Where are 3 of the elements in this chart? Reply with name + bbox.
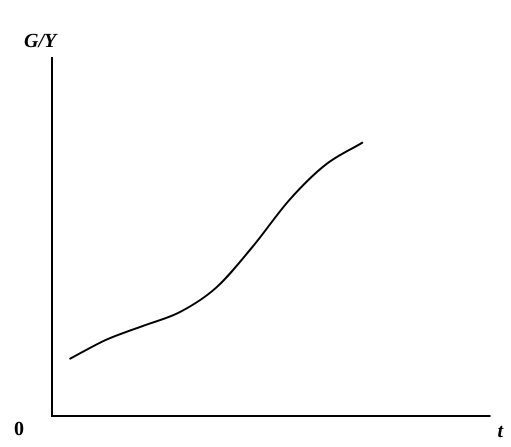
text: 0 (14, 418, 24, 441)
y-axis-title: G/Y (24, 30, 56, 53)
x-axis-title: t (497, 420, 503, 443)
